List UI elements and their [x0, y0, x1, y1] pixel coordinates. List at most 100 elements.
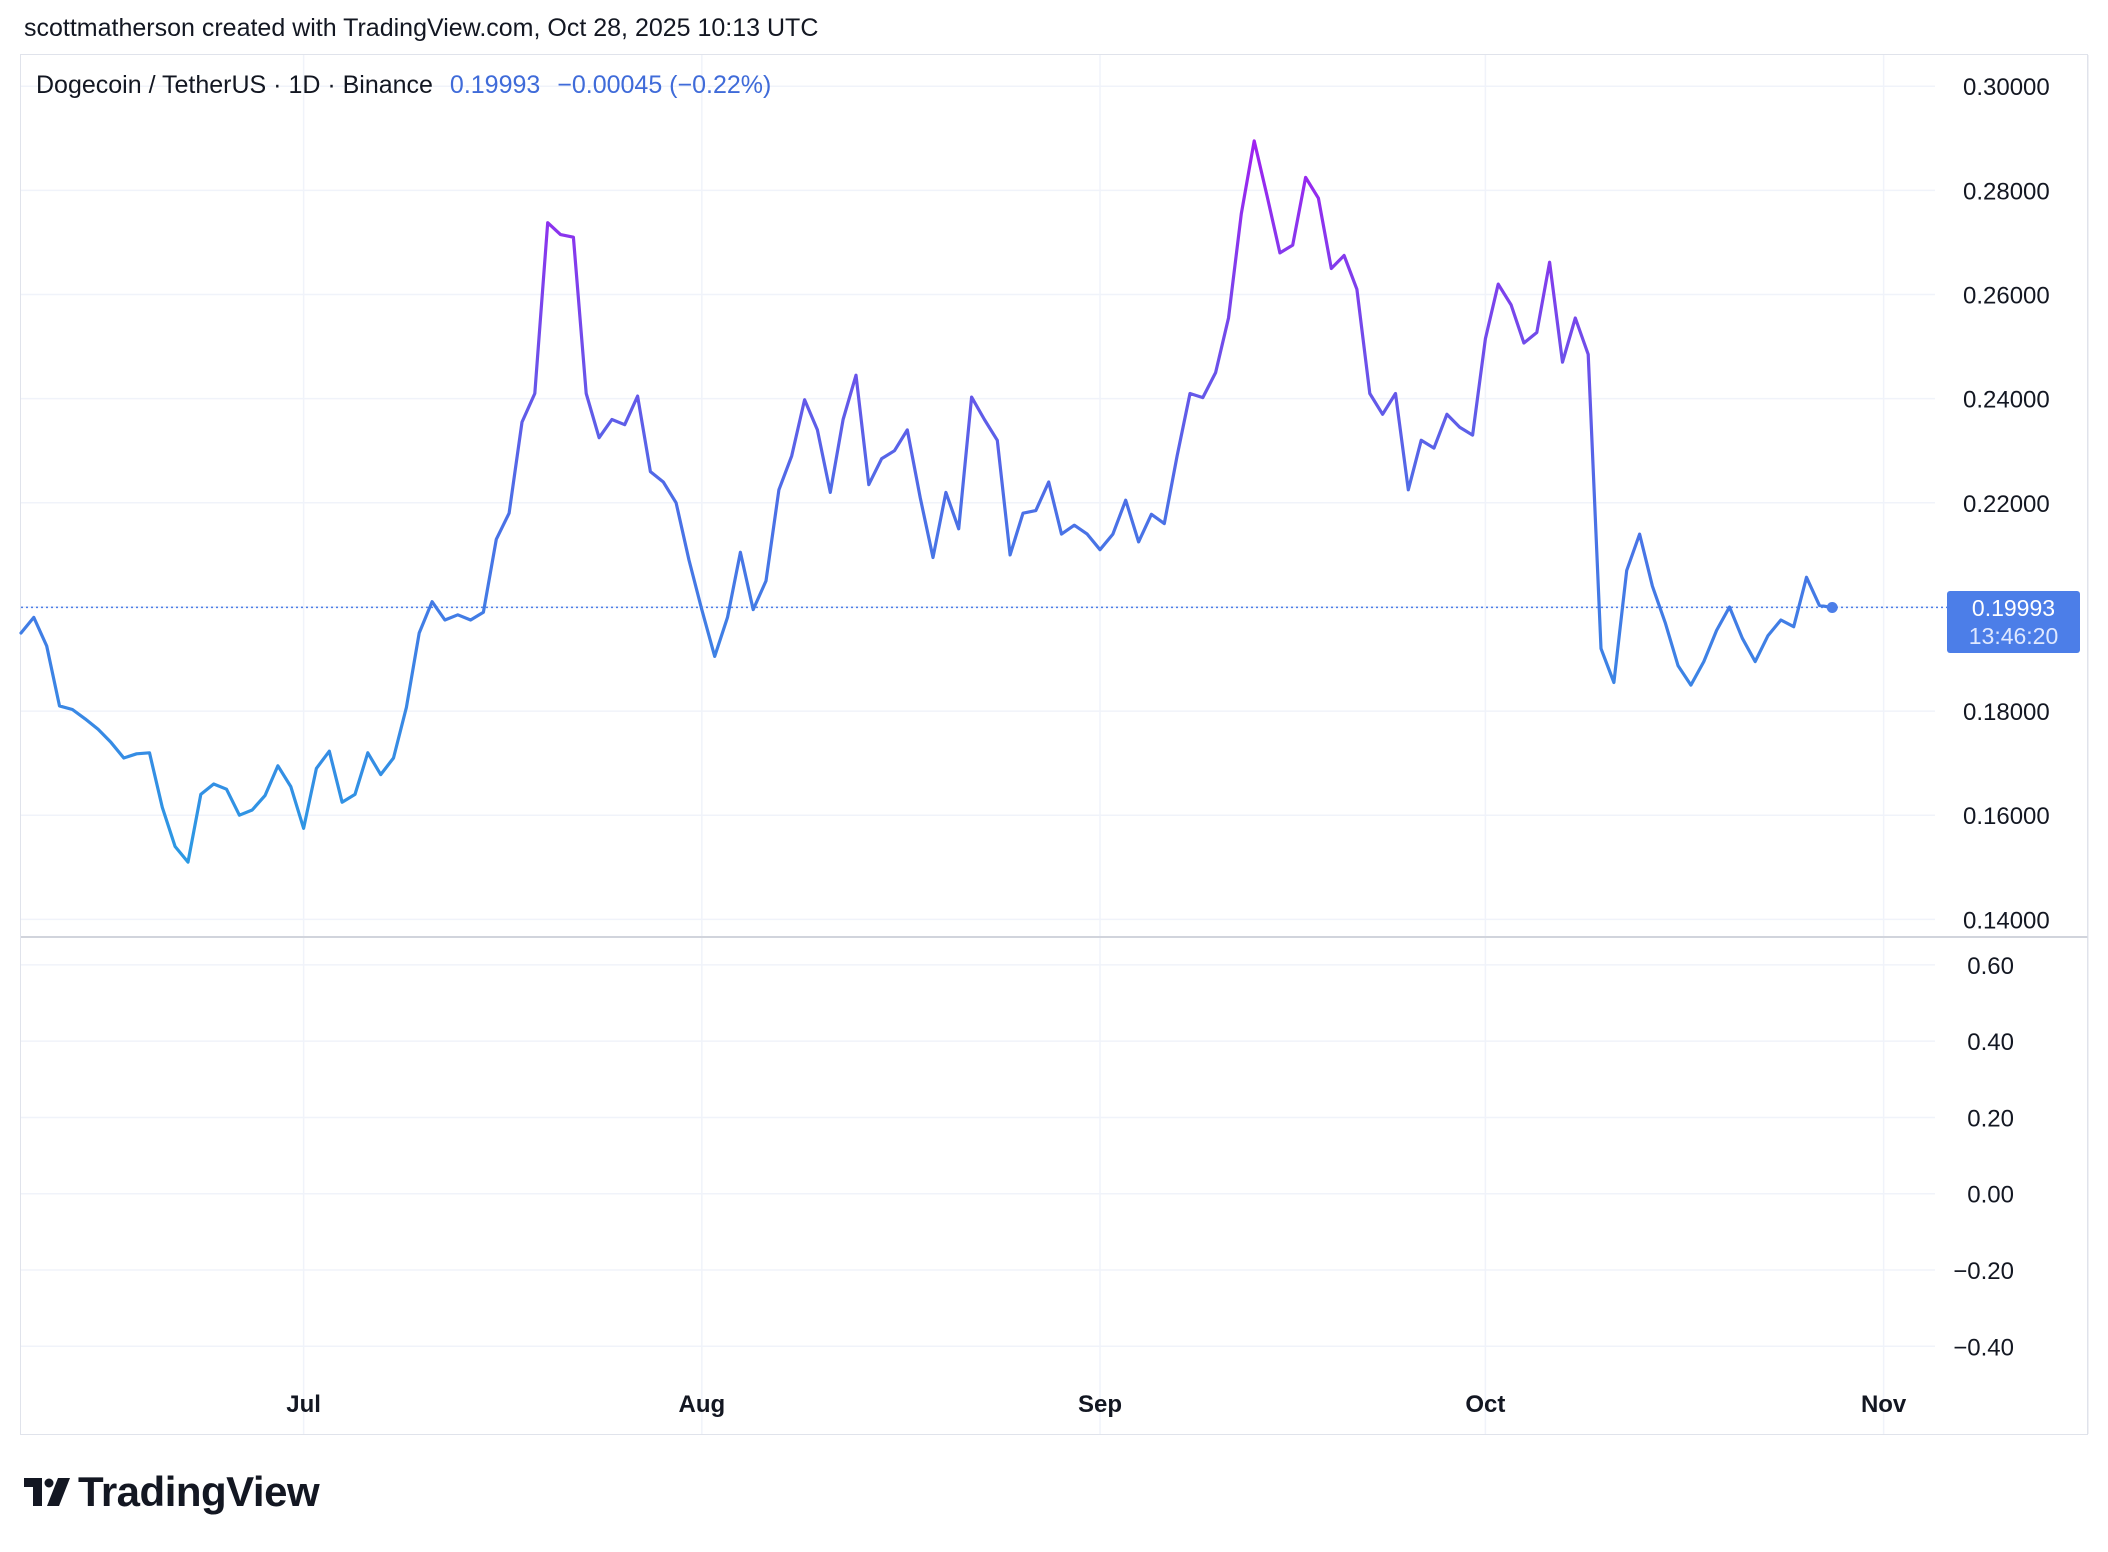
data-point: [354, 793, 356, 795]
data-point: [1330, 267, 1332, 269]
data-point: [662, 481, 664, 483]
data-point: [1523, 342, 1525, 344]
data-point: [1754, 660, 1756, 662]
data-point: [688, 559, 690, 561]
data-point: [1317, 197, 1319, 199]
symbol-legend[interactable]: Dogecoin / TetherUS · 1D · Binance 0.199…: [36, 71, 771, 100]
data-point: [1356, 288, 1358, 290]
indicator-tick-label: 0.60: [1967, 953, 2014, 980]
data-point: [765, 580, 767, 582]
data-point: [1304, 176, 1306, 178]
data-point: [123, 757, 125, 759]
data-point: [1407, 489, 1409, 491]
data-point: [1600, 647, 1602, 649]
data-point: [855, 374, 857, 376]
indicator-tick-label: 0.00: [1967, 1182, 2014, 1209]
price-series: [19, 139, 1838, 864]
data-point: [803, 399, 805, 401]
data-point: [1189, 392, 1191, 394]
data-point: [636, 395, 638, 397]
price-line: [19, 139, 1834, 864]
data-point: [906, 429, 908, 431]
data-point: [225, 788, 227, 790]
data-point: [1343, 254, 1345, 256]
indicator-tick-label: −0.40: [1953, 1334, 2014, 1361]
data-point: [1240, 213, 1242, 215]
data-point: [1047, 481, 1049, 483]
data-point: [1497, 283, 1499, 285]
data-point: [1510, 304, 1512, 306]
data-point: [482, 611, 484, 613]
tradingview-logo[interactable]: TradingView: [24, 1468, 320, 1516]
data-point: [546, 221, 548, 223]
data-point: [739, 551, 741, 553]
data-point: [893, 450, 895, 452]
data-point: [71, 708, 73, 710]
data-point: [379, 773, 381, 775]
data-point: [932, 556, 934, 558]
data-point: [1548, 261, 1550, 263]
data-point: [1060, 533, 1062, 535]
data-point: [58, 705, 60, 707]
data-point: [1214, 371, 1216, 373]
data-point: [1176, 455, 1178, 457]
data-point: [585, 392, 587, 394]
data-point: [444, 619, 446, 621]
chart-grid: [21, 55, 1935, 1434]
badge-price: 0.19993: [1971, 595, 2056, 621]
data-point: [624, 424, 626, 426]
data-point: [315, 767, 317, 769]
data-point: [1651, 585, 1653, 587]
data-point: [405, 706, 407, 708]
data-point: [829, 491, 831, 493]
data-point: [1587, 353, 1589, 355]
data-point: [1035, 509, 1037, 511]
pane-separator: [21, 55, 2089, 1434]
data-point: [508, 512, 510, 514]
price-tick-label: 0.16000: [1963, 803, 2050, 830]
data-point: [880, 457, 882, 459]
data-point: [713, 655, 715, 657]
data-point: [701, 608, 703, 610]
data-point: [1420, 439, 1422, 441]
data-point: [161, 806, 163, 808]
data-point: [1574, 317, 1576, 319]
data-point: [1279, 252, 1281, 254]
data-point: [752, 608, 754, 610]
data-point: [945, 491, 947, 493]
data-point: [1009, 554, 1011, 556]
bar-countdown: 13:46:20: [1968, 623, 2059, 649]
data-point: [1150, 513, 1152, 515]
price-axis: 0.140000.160000.180000.200000.220000.240…: [1963, 74, 2050, 934]
data-point: [469, 619, 471, 621]
data-point: [559, 233, 561, 235]
data-point: [1561, 361, 1563, 363]
data-point: [816, 429, 818, 431]
time-tick-label: Aug: [678, 1391, 725, 1418]
legend-change: −0.00045 (−0.22%): [557, 71, 772, 99]
data-point: [726, 616, 728, 618]
time-tick-label: Nov: [1861, 1391, 1907, 1418]
price-tick-label: 0.28000: [1963, 178, 2050, 205]
data-point: [1099, 548, 1101, 550]
data-point: [1818, 604, 1820, 606]
data-point: [1459, 426, 1461, 428]
data-point: [97, 728, 99, 730]
data-point: [1613, 681, 1615, 683]
data-point: [45, 645, 47, 647]
data-point: [1767, 634, 1769, 636]
data-point: [1728, 606, 1730, 608]
data-point: [264, 794, 266, 796]
data-point: [1677, 665, 1679, 667]
data-point: [1715, 629, 1717, 631]
data-point: [277, 765, 279, 767]
data-point: [996, 439, 998, 441]
data-point: [1369, 392, 1371, 394]
data-point: [534, 392, 536, 394]
data-point: [919, 496, 921, 498]
data-point: [649, 470, 651, 472]
data-point: [1664, 621, 1666, 623]
data-point: [1805, 576, 1807, 578]
data-point: [457, 614, 459, 616]
